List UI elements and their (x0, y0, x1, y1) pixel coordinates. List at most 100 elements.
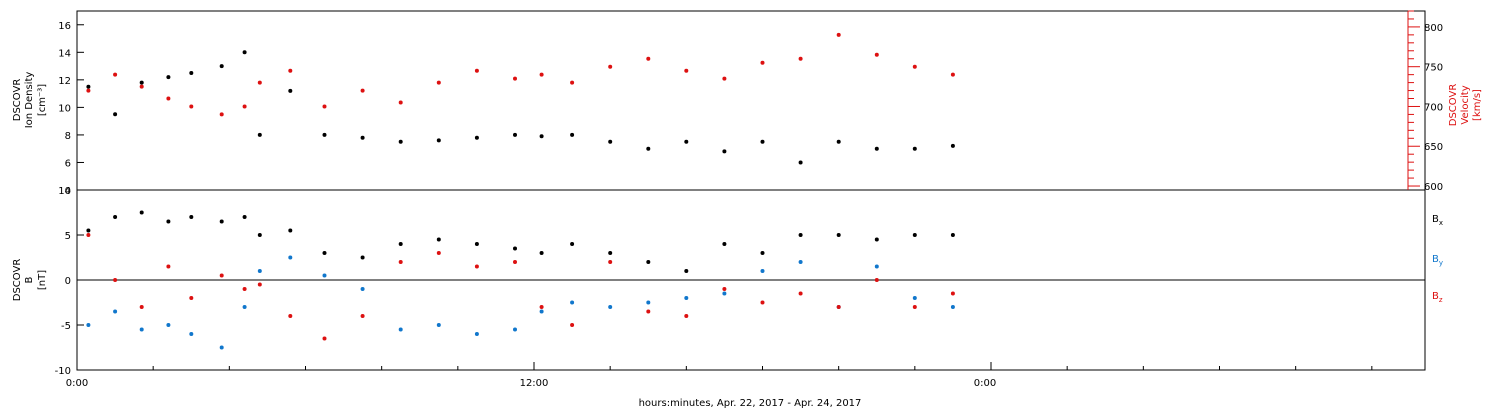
data-point (646, 309, 651, 314)
data-point (570, 323, 575, 327)
data-point (722, 291, 727, 296)
data-point (219, 273, 224, 278)
left-tick-label: -10 (55, 366, 71, 377)
data-point (166, 219, 171, 224)
data-point (570, 242, 575, 246)
data-point (86, 233, 91, 237)
data-point (86, 323, 91, 327)
data-point (113, 112, 118, 117)
data-point (322, 273, 327, 278)
data-point (874, 52, 879, 57)
legend-entry-bx: Bx (1432, 214, 1443, 227)
data-point (608, 251, 613, 255)
data-point (608, 139, 613, 144)
data-point (288, 228, 293, 233)
data-point (189, 71, 194, 75)
data-point (760, 139, 765, 144)
data-point (646, 260, 651, 264)
data-point (219, 64, 224, 69)
axis-ticks: 4 6 8 10 12 14 16 600 650 700 750 800 -10 -5 0 5 10 (55, 10, 1443, 377)
data-point (684, 296, 689, 300)
x-tick-label-2: 0:00 (974, 378, 996, 389)
data-point (398, 242, 403, 246)
data-point (646, 146, 651, 151)
data-point (798, 160, 803, 165)
data-point (322, 104, 327, 109)
left-tick-label: 6 (65, 158, 71, 169)
data-point (912, 233, 917, 237)
data-point (836, 139, 841, 144)
data-point (139, 327, 144, 332)
data-point (539, 309, 544, 314)
left-tick-label: 10 (58, 103, 71, 114)
data-point (474, 264, 479, 269)
data-point (189, 215, 194, 219)
x-axis-title: hours:minutes, Apr. 22, 2017 - Apr. 24, … (639, 398, 862, 409)
data-point (684, 269, 689, 273)
left-tick-label: 14 (58, 48, 71, 59)
data-point (322, 132, 327, 137)
data-point (950, 305, 955, 309)
data-point (513, 260, 517, 264)
data-point (257, 80, 262, 85)
data-point (874, 278, 879, 282)
data-point (436, 138, 441, 143)
data-point (360, 88, 365, 93)
data-point (166, 323, 171, 327)
data-point (912, 296, 917, 300)
left-tick-label: 16 (58, 21, 71, 32)
data-point (874, 264, 879, 269)
legend-entry-bz: Bz (1432, 291, 1443, 304)
x-tick-label-1: 12:00 (520, 378, 549, 389)
data-point (360, 287, 365, 291)
data-point (398, 327, 403, 332)
chart-marks (77, 32, 1425, 350)
left-tick-label: 8 (65, 131, 71, 142)
data-point (113, 72, 118, 77)
data-point (684, 68, 689, 73)
data-point (608, 260, 613, 264)
bottom-left-axis-title-line2: B (24, 276, 35, 283)
data-point (912, 64, 917, 69)
data-point (242, 305, 247, 309)
data-point (539, 251, 544, 255)
legend: Bx By Bz (1432, 214, 1443, 304)
top-left-axis-title-line3: [cm⁻³] (37, 84, 48, 116)
left-tick-label: 0 (65, 276, 71, 287)
data-point (257, 269, 262, 273)
data-point (798, 260, 803, 264)
data-point (219, 345, 224, 350)
data-point (360, 255, 365, 260)
data-point (836, 233, 841, 237)
data-point (684, 139, 689, 144)
data-point (219, 112, 224, 117)
data-point (113, 309, 118, 314)
data-point (760, 300, 765, 305)
data-point (86, 228, 91, 233)
data-point (513, 327, 517, 332)
data-point (189, 104, 194, 109)
data-point (684, 314, 689, 318)
data-point (474, 68, 479, 73)
data-point (360, 314, 365, 318)
data-point (288, 314, 293, 318)
data-point (86, 84, 91, 89)
data-point (608, 305, 613, 309)
data-point (322, 251, 327, 255)
data-point (474, 135, 479, 140)
data-point (950, 291, 955, 296)
data-point (874, 237, 879, 242)
left-tick-label: 12 (58, 76, 71, 87)
bottom-left-axis-title-line3: [nT] (37, 270, 48, 290)
data-point (242, 50, 247, 55)
data-point (570, 300, 575, 305)
data-point (166, 96, 171, 101)
bottom-left-axis-title-line1: DSCOVR (12, 259, 23, 302)
left-tick-label: 5 (65, 231, 71, 242)
top-right-axis-title-line2: Velocity (1460, 85, 1471, 124)
data-point (242, 215, 247, 219)
data-point (513, 132, 517, 137)
data-point (912, 146, 917, 151)
data-point (539, 72, 544, 77)
